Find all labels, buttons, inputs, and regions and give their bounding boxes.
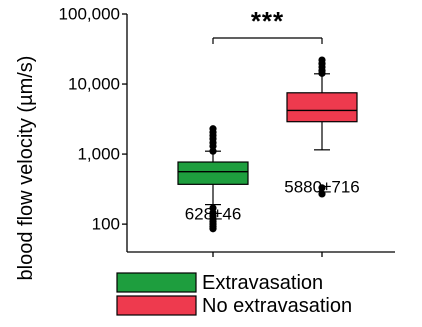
box (286, 92, 358, 123)
legend-label: Extravasation (202, 272, 323, 294)
outlier-point (318, 184, 326, 192)
y-axis: 100 1,000 10,000 100,000 (59, 5, 128, 252)
outlier-point (209, 142, 217, 150)
mean-sem-label: 5880±716 (284, 178, 360, 197)
box-group: 5880±716 (284, 56, 360, 198)
y-axis-title: blood flow velocity (µm/s) (15, 56, 37, 281)
significance-stars: *** (251, 6, 284, 36)
mean-sem-label: 628±46 (185, 205, 242, 224)
boxes: 628±46 5880±716 (177, 56, 360, 233)
y-tick-label: 10,000 (68, 75, 120, 94)
y-tick-label: 1,000 (77, 145, 120, 164)
outlier-point (318, 190, 326, 198)
x-axis (127, 251, 395, 257)
outlier-point (209, 147, 217, 155)
y-tick-label: 100,000 (59, 5, 120, 24)
box (177, 161, 249, 185)
legend-label: No extravasation (202, 295, 352, 317)
legend-swatch (116, 272, 197, 293)
box-group: 628±46 (177, 125, 249, 233)
y-tick-label: 100 (92, 215, 120, 234)
outlier-point (209, 225, 217, 233)
legend-swatch (116, 295, 197, 316)
significance-bracket: *** (212, 6, 323, 44)
outlier-point (318, 69, 326, 77)
